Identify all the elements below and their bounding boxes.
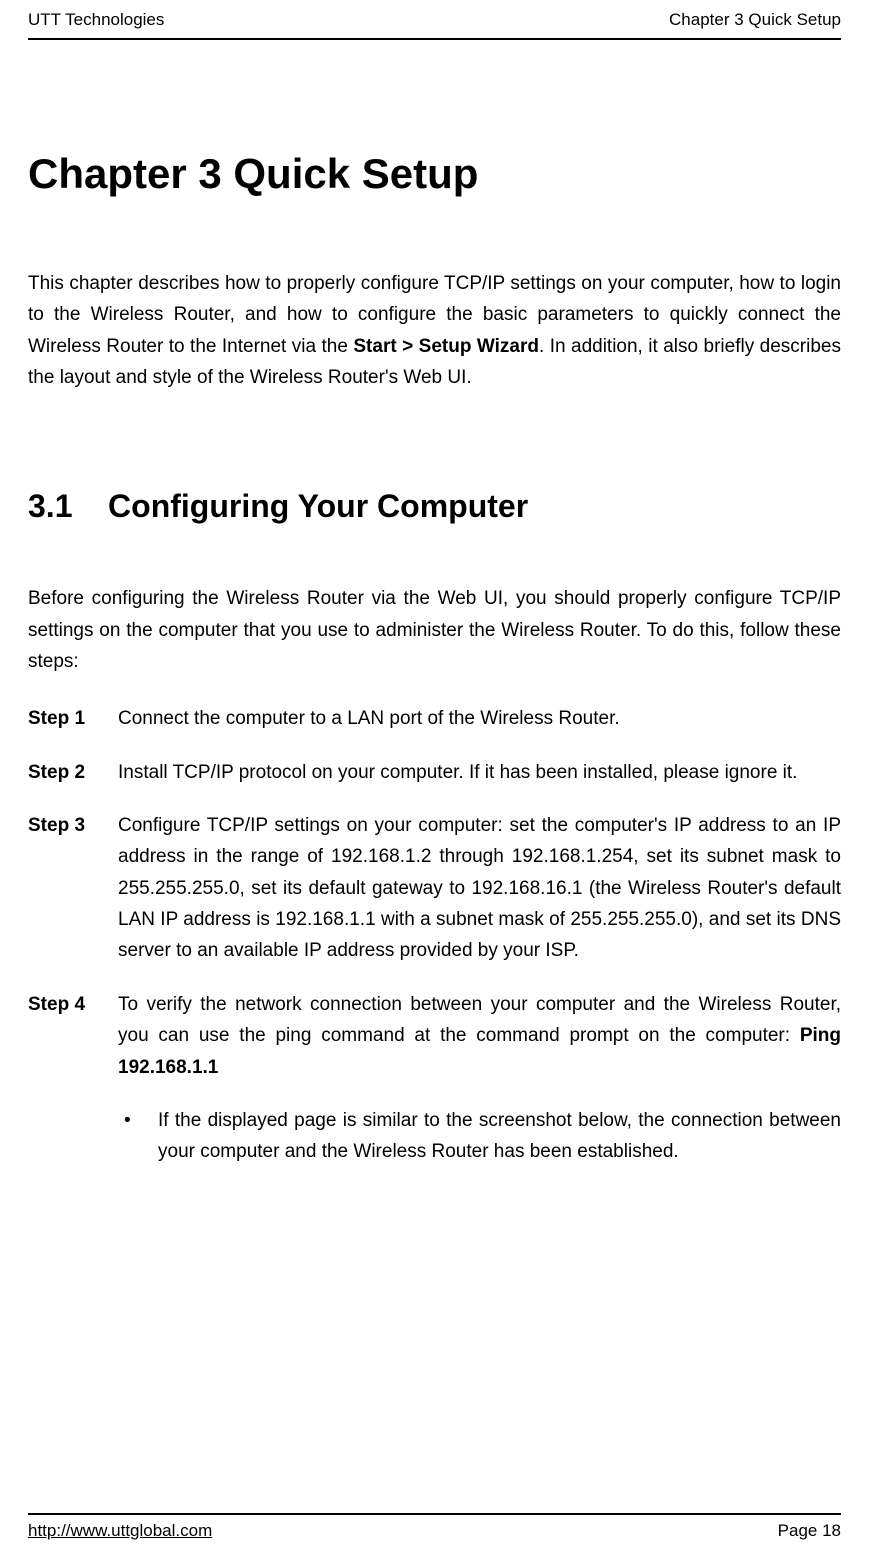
bullet-body: If the displayed page is similar to the …: [158, 1105, 841, 1168]
header-left: UTT Technologies: [28, 10, 164, 30]
step-2-label: Step 2: [28, 757, 118, 788]
step-3: Step 3 Configure TCP/IP settings on your…: [28, 810, 841, 967]
header-right: Chapter 3 Quick Setup: [669, 10, 841, 30]
section-number: 3.1: [28, 488, 72, 524]
bullet-dot-icon: •: [118, 1105, 158, 1168]
step-3-label: Step 3: [28, 810, 118, 967]
step-4: Step 4 To verify the network connection …: [28, 989, 841, 1083]
step-4-pre: To verify the network connection between…: [118, 994, 841, 1046]
step-1-label: Step 1: [28, 703, 118, 734]
footer-page-number: Page 18: [778, 1521, 841, 1541]
step-4-body: To verify the network connection between…: [118, 989, 841, 1083]
step-2: Step 2 Install TCP/IP protocol on your c…: [28, 757, 841, 788]
section-name: Configuring Your Computer: [108, 488, 528, 524]
step-2-body: Install TCP/IP protocol on your computer…: [118, 757, 841, 788]
page-footer: http://www.uttglobal.com Page 18: [28, 1513, 841, 1541]
chapter-title: Chapter 3 Quick Setup: [28, 150, 841, 198]
step-4-label: Step 4: [28, 989, 118, 1083]
step-3-body: Configure TCP/IP settings on your comput…: [118, 810, 841, 967]
page-header: UTT Technologies Chapter 3 Quick Setup: [28, 0, 841, 40]
step-1: Step 1 Connect the computer to a LAN por…: [28, 703, 841, 734]
chapter-intro: This chapter describes how to properly c…: [28, 268, 841, 393]
section-intro: Before configuring the Wireless Router v…: [28, 583, 841, 677]
footer-link[interactable]: http://www.uttglobal.com: [28, 1521, 212, 1541]
intro-bold: Start > Setup Wizard: [353, 336, 539, 357]
section-title: 3.1 Configuring Your Computer: [28, 488, 841, 525]
bullet-item: • If the displayed page is similar to th…: [118, 1105, 841, 1168]
step-1-body: Connect the computer to a LAN port of th…: [118, 703, 841, 734]
